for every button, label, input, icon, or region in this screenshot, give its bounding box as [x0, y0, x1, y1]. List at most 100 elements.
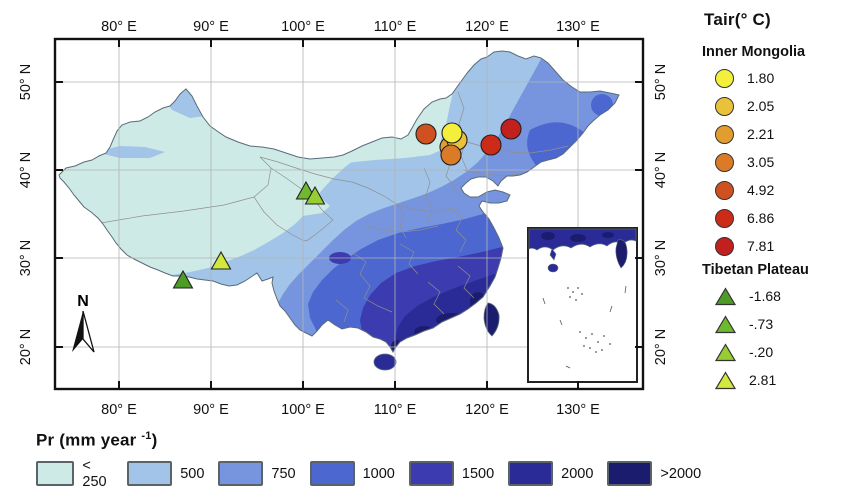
tair-legend-item: 4.92	[688, 176, 860, 204]
tair-legend-item: 2.81	[688, 366, 860, 394]
tair-circle-swatch	[715, 68, 734, 88]
pr-legend-label: 1000	[362, 465, 395, 482]
pr-legend-item: 1000	[309, 461, 395, 487]
tair-legend-value: 7.81	[747, 238, 775, 254]
tair-legend-value: 6.86	[747, 210, 775, 226]
pr-title-main: Pr (mm year	[36, 430, 142, 450]
pr-legend-label: 750	[271, 465, 296, 482]
pr-legend-item: 2000	[508, 461, 594, 487]
pr-color-swatch	[309, 461, 355, 487]
pr-color-swatch	[607, 461, 653, 487]
site-markers	[172, 118, 522, 289]
y-axis-label-left: 20° N	[18, 329, 34, 365]
tair-legend-value: 4.92	[747, 182, 775, 198]
tair-legend-item: 1.80	[688, 64, 860, 92]
site-marker-circle	[441, 122, 463, 144]
site-marker-triangle	[210, 250, 232, 270]
tair-legend-title: Tair(° C)	[704, 10, 771, 29]
pr-legend-label: 1500	[461, 465, 495, 482]
tair-legend-item: -.73	[688, 310, 860, 338]
tair-legend-item: 7.81	[688, 232, 860, 260]
pr-legend-label: >2000	[660, 465, 702, 482]
y-axis-label-left: 40° N	[18, 152, 34, 188]
x-axis-label-bottom: 110° E	[374, 402, 417, 418]
pr-color-swatch	[127, 461, 173, 487]
tair-legend: Tair(° C) Inner Mongolia 1.80 2.05 2.21 3.05…	[688, 8, 860, 394]
pr-legend-label: 2000	[561, 465, 594, 482]
x-axis-label-top: 100° E	[281, 19, 325, 35]
pr-legend-item: >2000	[607, 461, 702, 487]
tair-legend-value: -1.68	[749, 288, 781, 304]
pr-color-swatch	[408, 461, 454, 487]
tair-triangle-swatch	[715, 370, 736, 389]
tair-circle-swatch	[715, 152, 734, 172]
axis-labels: 80° E 80° E 90° E 90° E 100° E 100° E 110° E 11…	[18, 19, 669, 418]
pr-legend-label: 500	[180, 465, 205, 482]
tair-legend-value: 2.21	[747, 126, 775, 142]
pr-legend-item: 1500	[408, 461, 495, 487]
tair-circle-swatch	[715, 236, 734, 256]
tair-legend-item: 3.05	[688, 148, 860, 176]
pr-legend-title: Pr (mm year -1)	[36, 430, 676, 451]
tair-triangle-swatch	[715, 286, 736, 305]
pr-title-close: )	[151, 430, 158, 450]
x-axis-label-bottom: 90° E	[193, 402, 229, 418]
site-marker-circle	[480, 134, 502, 156]
y-axis-label-right: 30° N	[653, 240, 669, 276]
tair-circle-swatch	[715, 124, 734, 144]
china-outline	[58, 50, 620, 353]
pr-legend: Pr (mm year -1) < 250 500 750 1000 1500 2000 >…	[36, 430, 701, 490]
x-axis-label-bottom: 120° E	[465, 402, 509, 418]
tair-legend-value: 2.81	[749, 372, 777, 388]
south-china-sea-inset	[527, 227, 638, 383]
pr-legend-item: 750	[218, 461, 296, 487]
y-axis-label-right: 40° N	[653, 152, 669, 188]
inset-islands	[542, 285, 627, 369]
x-axis-label-bottom: 80° E	[101, 402, 137, 418]
pr-legend-label: < 250	[82, 457, 107, 490]
tair-circle-swatch	[715, 96, 734, 116]
tair-legend-item: 6.86	[688, 204, 860, 232]
tair-triangle-swatch	[715, 342, 736, 361]
tair-legend-value: 3.05	[747, 154, 775, 170]
tair-group-title: Tibetan Plateau	[702, 262, 809, 278]
tair-legend-item: -.20	[688, 338, 860, 366]
tair-legend-value: 1.80	[747, 70, 775, 86]
tair-legend-value: -.20	[749, 344, 774, 360]
pr-color-swatch	[218, 461, 264, 487]
y-axis-label-left: 50° N	[18, 64, 34, 100]
y-axis-label-left: 30° N	[18, 240, 34, 276]
x-axis-label-bottom: 130° E	[556, 402, 600, 418]
tair-group-title: Inner Mongolia	[702, 44, 806, 60]
hainan-island	[373, 353, 397, 371]
pr-title-sup: -1	[141, 430, 152, 442]
site-marker-circle	[440, 144, 462, 166]
axis-ticks	[55, 39, 643, 389]
pr-legend-items: < 250 500 750 1000 1500 2000 >2000	[36, 458, 701, 490]
x-axis-label-top: 120° E	[465, 19, 509, 35]
x-axis-label-top: 90° E	[193, 19, 229, 35]
tair-circle-swatch	[715, 208, 734, 228]
taiwan-island	[483, 302, 500, 337]
site-marker-circle	[500, 118, 522, 140]
tair-legend-item: -1.68	[688, 282, 860, 310]
site-marker-triangle	[172, 269, 194, 289]
site-marker-triangle	[304, 185, 326, 205]
north-arrow: N	[72, 293, 95, 353]
tair-legend-item: 2.05	[688, 92, 860, 120]
tair-legend-value: -.73	[749, 316, 774, 332]
x-axis-label-bottom: 100° E	[281, 402, 325, 418]
site-marker-circle	[415, 123, 437, 145]
tair-legend-value: 2.05	[747, 98, 775, 114]
y-axis-label-right: 20° N	[653, 329, 669, 365]
y-axis-label-right: 50° N	[653, 64, 669, 100]
pr-legend-item: < 250	[36, 458, 113, 490]
tair-circle-swatch	[715, 180, 734, 200]
map-frame	[53, 37, 645, 391]
tair-legend-item: 2.21	[688, 120, 860, 148]
tair-triangle-swatch	[715, 314, 736, 333]
pr-legend-item: 500	[127, 461, 205, 487]
tair-legend-groups: Inner Mongolia 1.80 2.05 2.21 3.05 4.92 6.86 7.…	[688, 44, 860, 394]
x-axis-label-top: 130° E	[556, 19, 600, 35]
